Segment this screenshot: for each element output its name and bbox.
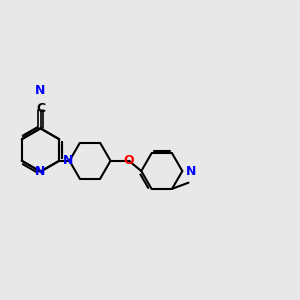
Text: N: N — [63, 154, 73, 167]
Text: C: C — [36, 102, 45, 115]
Text: N: N — [35, 84, 46, 97]
Text: O: O — [124, 154, 134, 167]
Text: N: N — [186, 165, 196, 178]
Text: N: N — [35, 165, 46, 178]
